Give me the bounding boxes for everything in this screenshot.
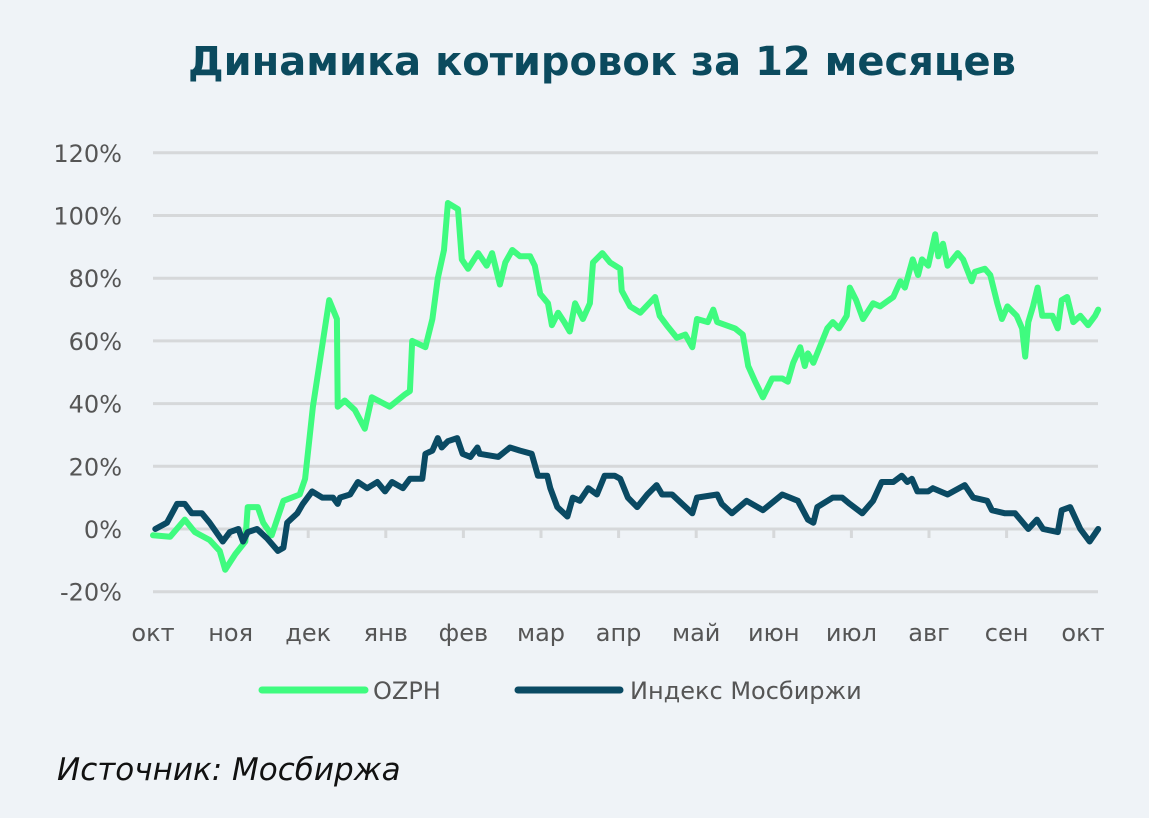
- y-tick-label: 40%: [69, 391, 122, 419]
- series-line-ozph: [150, 200, 1102, 573]
- x-tick-label: сен: [985, 619, 1029, 647]
- chart-title: Динамика котировок за 12 месяцев: [188, 39, 1016, 85]
- y-tick-label: 0%: [84, 516, 122, 544]
- y-tick-label: -20%: [60, 579, 122, 607]
- y-tick-label: 60%: [69, 328, 122, 356]
- x-tick-label: окт: [131, 619, 174, 647]
- series-line-index: [152, 435, 1102, 554]
- gridlines: [153, 151, 1098, 594]
- x-tick-label: май: [672, 619, 720, 647]
- x-tick-label: ноя: [208, 619, 253, 647]
- x-tick-label: мар: [517, 619, 565, 647]
- legend-label-index: Индекс Мосбиржи: [630, 677, 862, 705]
- x-tick-label: окт: [1061, 619, 1104, 647]
- x-tick-label: апр: [596, 619, 642, 647]
- y-axis-ticks: -20% 0% 20% 40% 60% 80% 100% 120%: [53, 140, 122, 607]
- y-tick-label: 100%: [53, 203, 122, 231]
- x-axis-ticks: окт ноя дек янв фев мар апр май июн июл авг сен окт: [131, 529, 1105, 647]
- x-tick-label: авг: [908, 619, 949, 647]
- y-tick-label: 20%: [69, 453, 122, 481]
- legend-label-ozph: OZPH: [373, 677, 441, 705]
- series-lines: [150, 200, 1102, 573]
- x-tick-label: фев: [439, 619, 488, 647]
- x-tick-label: июл: [826, 619, 877, 647]
- source-note: Источник: Мосбиржа: [57, 752, 401, 788]
- x-tick-label: янв: [364, 619, 408, 647]
- legend: OZPH Индекс Мосбиржи: [258, 677, 862, 705]
- x-tick-label: июн: [748, 619, 800, 647]
- x-tick-label: дек: [285, 619, 331, 647]
- y-tick-label: 120%: [53, 140, 122, 168]
- y-tick-label: 80%: [69, 265, 122, 293]
